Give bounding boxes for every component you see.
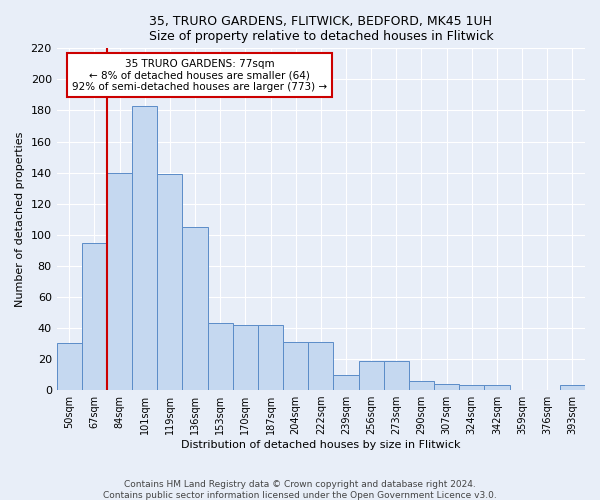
- Bar: [283, 342, 308, 390]
- Bar: [157, 174, 182, 390]
- Bar: [434, 384, 459, 390]
- Bar: [233, 325, 258, 390]
- Text: 35 TRURO GARDENS: 77sqm
← 8% of detached houses are smaller (64)
92% of semi-det: 35 TRURO GARDENS: 77sqm ← 8% of detached…: [72, 58, 327, 92]
- Bar: [459, 386, 484, 390]
- Bar: [359, 360, 384, 390]
- Bar: [409, 381, 434, 390]
- Bar: [132, 106, 157, 390]
- X-axis label: Distribution of detached houses by size in Flitwick: Distribution of detached houses by size …: [181, 440, 461, 450]
- Bar: [56, 344, 82, 390]
- Title: 35, TRURO GARDENS, FLITWICK, BEDFORD, MK45 1UH
Size of property relative to deta: 35, TRURO GARDENS, FLITWICK, BEDFORD, MK…: [149, 15, 493, 43]
- Bar: [107, 172, 132, 390]
- Y-axis label: Number of detached properties: Number of detached properties: [15, 132, 25, 307]
- Bar: [334, 374, 359, 390]
- Bar: [208, 324, 233, 390]
- Bar: [384, 360, 409, 390]
- Bar: [182, 227, 208, 390]
- Bar: [484, 386, 509, 390]
- Bar: [82, 242, 107, 390]
- Bar: [308, 342, 334, 390]
- Text: Contains HM Land Registry data © Crown copyright and database right 2024.
Contai: Contains HM Land Registry data © Crown c…: [103, 480, 497, 500]
- Bar: [258, 325, 283, 390]
- Bar: [560, 386, 585, 390]
